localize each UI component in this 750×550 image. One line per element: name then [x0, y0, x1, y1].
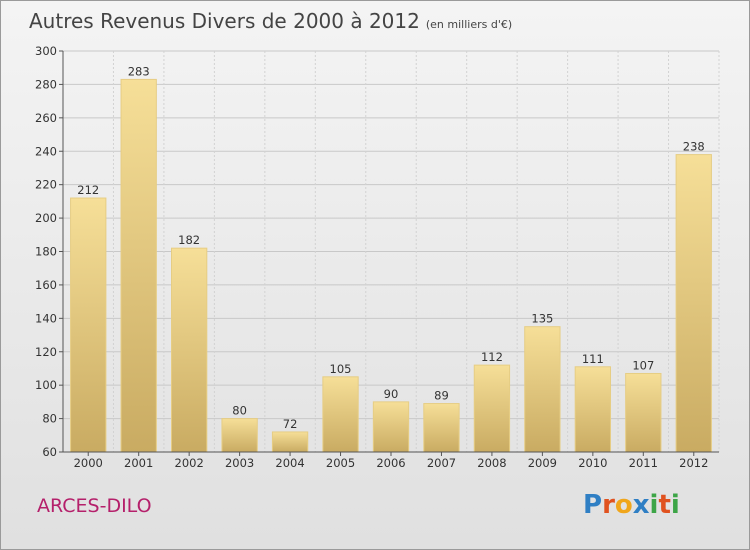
data-label: 112 — [481, 350, 503, 364]
y-tick-label: 160 — [35, 278, 57, 292]
data-label: 212 — [77, 183, 99, 197]
logo-letter: o — [614, 490, 633, 520]
bar-2010 — [574, 366, 612, 453]
proxiti-logo[interactable]: Proxiti — [583, 490, 680, 520]
x-tick-label: 2012 — [679, 456, 708, 470]
data-label: 135 — [531, 312, 553, 326]
bar-2011 — [625, 372, 662, 453]
data-label: 238 — [683, 140, 705, 154]
y-tick-label: 100 — [35, 378, 57, 392]
y-tick-label: 280 — [35, 77, 57, 91]
y-tick-label: 60 — [42, 445, 57, 459]
y-tick-label: 140 — [35, 311, 57, 325]
y-tick-label: 200 — [35, 211, 57, 225]
data-label: 182 — [178, 233, 200, 247]
x-tick-label: 2000 — [74, 456, 103, 470]
bar-2009 — [524, 326, 561, 453]
location-label: ARCES-DILO — [37, 495, 152, 517]
y-tick-label: 180 — [35, 245, 57, 259]
logo-letter: t — [658, 490, 671, 520]
data-label: 72 — [283, 417, 298, 431]
bar-2004 — [271, 431, 309, 453]
data-label: 80 — [232, 404, 247, 418]
x-tick-label: 2004 — [275, 456, 304, 470]
bar-2001 — [120, 78, 157, 453]
title-text: Autres Revenus Divers de 2000 à 2012 — [29, 9, 420, 33]
y-tick-label: 260 — [35, 111, 57, 125]
logo-letter: r — [602, 490, 615, 520]
bar-2000 — [70, 197, 107, 453]
x-tick-label: 2001 — [124, 456, 153, 470]
y-tick-label: 300 — [35, 44, 57, 58]
y-tick-label: 240 — [35, 144, 57, 158]
data-label: 90 — [384, 387, 399, 401]
x-tick-label: 2009 — [528, 456, 557, 470]
bar-2012 — [675, 154, 712, 453]
x-tick-label: 2011 — [629, 456, 658, 470]
title-unit: (en milliers d'€) — [425, 18, 513, 31]
bar-2003 — [221, 418, 258, 453]
bar-2006 — [372, 401, 410, 453]
logo-letter: i — [649, 490, 659, 520]
x-tick-label: 2006 — [376, 456, 405, 470]
data-label: 105 — [330, 362, 352, 376]
data-label: 283 — [128, 64, 150, 78]
y-tick-label: 220 — [35, 178, 57, 192]
data-label: 111 — [582, 352, 604, 366]
x-tick-label: 2002 — [175, 456, 204, 470]
data-label: 107 — [632, 358, 654, 372]
x-tick-label: 2010 — [578, 456, 607, 470]
bar-2005 — [322, 376, 359, 453]
bar-2008 — [473, 364, 511, 453]
x-tick-label: 2005 — [326, 456, 355, 470]
data-label: 89 — [434, 389, 449, 403]
x-tick-label: 2007 — [427, 456, 456, 470]
y-tick-label: 80 — [42, 412, 57, 426]
x-tick-label: 2008 — [477, 456, 506, 470]
y-tick-label: 120 — [35, 345, 57, 359]
logo-letter: x — [632, 490, 650, 520]
bar-2002 — [170, 247, 208, 453]
x-tick-label: 2003 — [225, 456, 254, 470]
bar-2007 — [423, 403, 460, 453]
chart-title: Autres Revenus Divers de 2000 à 2012 (en … — [29, 9, 512, 33]
logo-letter: P — [583, 490, 603, 520]
logo-letter: i — [670, 490, 680, 520]
